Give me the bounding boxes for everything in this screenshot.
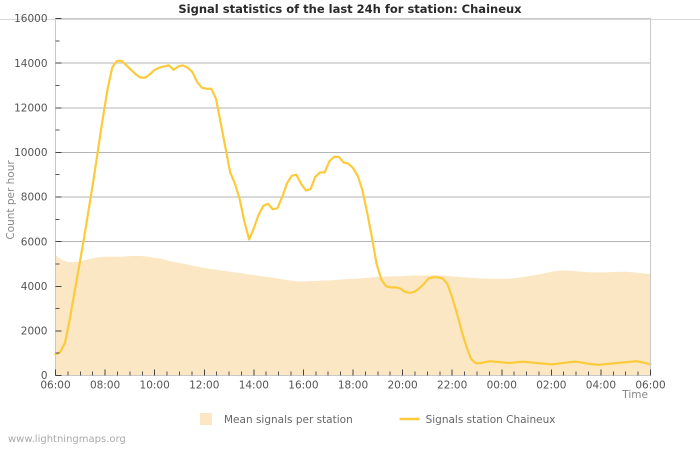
chart-title: Signal statistics of the last 24h for st… [178,2,522,16]
y-axis-tick-labels: 0 2000 4000 6000 8000 10000 12000 14000 16000 [14,13,47,382]
y-tick-label: 8000 [21,192,48,204]
x-tick-label: 12:00 [189,380,219,392]
footer-credit: www.lightningmaps.org [8,434,126,445]
x-tick-label: 00:00 [487,380,517,392]
x-tick-label: 10:00 [140,380,170,392]
y-tick-label: 0 [41,370,48,382]
x-tick-label: 14:00 [239,380,269,392]
x-tick-label: 06:00 [635,380,665,392]
x-tick-label: 08:00 [90,380,120,392]
x-tick-label: 06:00 [40,380,70,392]
x-axis-tick-labels: 06:00 08:00 10:00 12:00 14:00 16:00 18:00 20:00… [40,380,665,392]
y-axis-title: Count per hour [5,160,17,240]
x-tick-label: 02:00 [536,380,566,392]
mean-signals-area [55,255,651,376]
y-tick-label: 12000 [14,102,47,114]
x-axis-title: Time [621,389,648,401]
x-tick-label: 18:00 [338,380,368,392]
chart-legend: Mean signals per station Signals station … [200,413,555,426]
x-tick-label: 22:00 [437,380,467,392]
legend-label: Signals station Chaineux [426,414,556,426]
x-axis-ticks [55,369,651,376]
y-tick-label: 14000 [14,58,47,70]
legend-swatch-area [200,413,212,425]
station-signals-line [54,59,652,366]
legend-item[interactable]: Signals station Chaineux [399,414,556,426]
y-tick-label: 2000 [21,326,48,338]
y-tick-label: 16000 [14,13,47,25]
y-axis-ticks [55,18,62,376]
y-tick-label: 4000 [21,281,48,293]
legend-item[interactable]: Mean signals per station [200,413,353,426]
legend-label: Mean signals per station [224,414,353,426]
y-tick-label: 6000 [21,236,48,248]
y-tick-label: 10000 [14,147,47,159]
x-tick-label: 16:00 [288,380,318,392]
x-tick-label: 20:00 [387,380,417,392]
x-tick-label: 04:00 [586,380,616,392]
